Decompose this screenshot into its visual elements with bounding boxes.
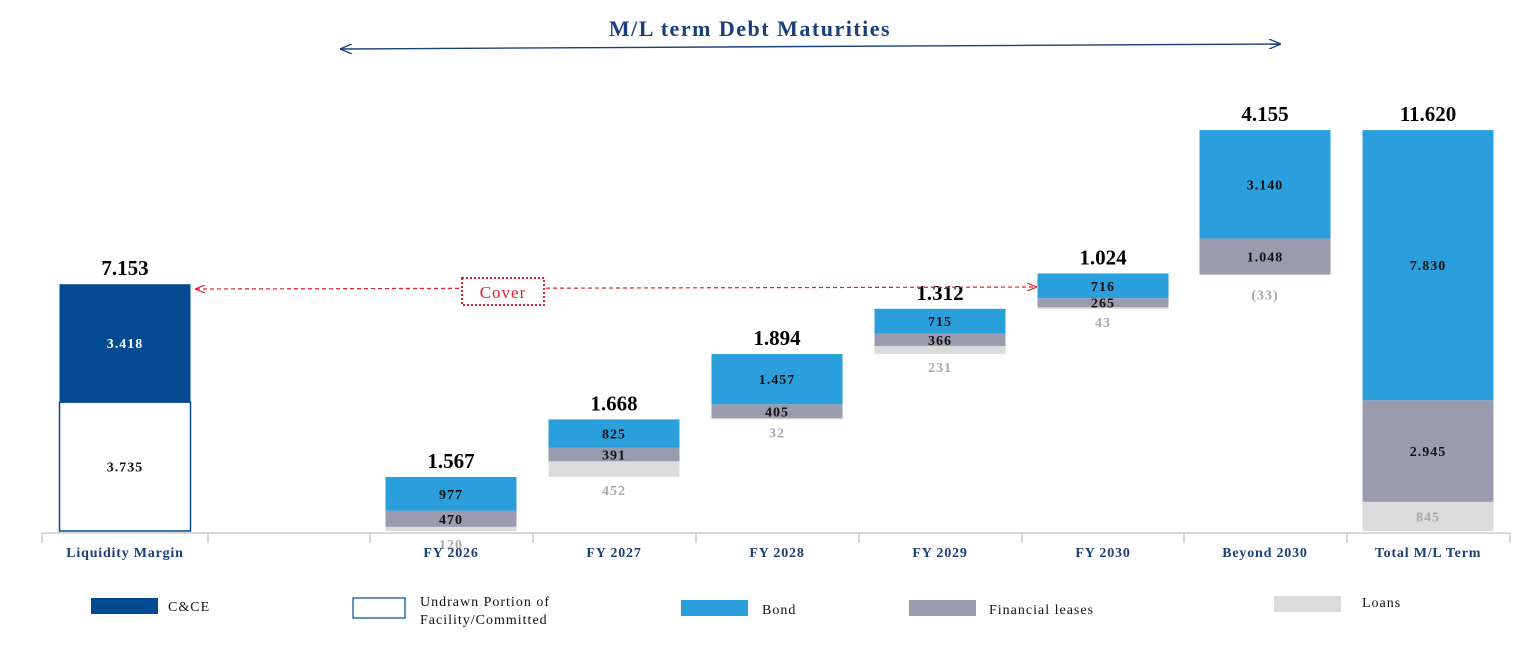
category-label-fy-2026: FY 2026 xyxy=(423,546,478,561)
legend-swatch-c-ce xyxy=(91,598,158,614)
legend-swatch-loans xyxy=(1274,596,1341,612)
legend-swatch-financial-leases xyxy=(909,600,976,616)
bar-fy-2029-bond xyxy=(874,308,1006,334)
category-label-beyond-2030: Beyond 2030 xyxy=(1222,546,1307,561)
value-label-total-m-l-term-leases: 2.945 xyxy=(1410,445,1447,460)
bar-fy-2029-loans xyxy=(874,346,1006,355)
value-label-liquidity-margin-undrawn: 3.735 xyxy=(107,461,144,476)
value-label-beyond-2030-loans: (33) xyxy=(1251,288,1278,303)
bar-fy-2027-loans xyxy=(548,461,680,477)
legend-label-bond: Bond xyxy=(762,603,796,618)
bar-liquidity-margin-undrawn xyxy=(58,401,192,532)
value-label-total-m-l-term-loans: 845 xyxy=(1416,510,1440,525)
value-label-fy-2026-loans: 120 xyxy=(439,538,463,553)
value-label-fy-2030-leases: 265 xyxy=(1091,297,1115,312)
category-axis: Liquidity Margin FY 2026 FY 2027 FY 2028 FY … xyxy=(41,532,1511,561)
total-label-liquidity-margin: 7.153 xyxy=(101,256,148,280)
bar-fy-2028-leases xyxy=(711,404,843,419)
cover-label-box xyxy=(461,277,545,306)
value-label-fy-2029-loans: 231 xyxy=(928,361,952,376)
cover-label: Cover xyxy=(480,283,527,302)
value-label-fy-2029-bond: 715 xyxy=(928,315,952,330)
total-label-fy-2026: 1.567 xyxy=(427,449,474,473)
bar-fy-2026-leases xyxy=(385,510,517,527)
bar-fy-2030-leases xyxy=(1037,298,1169,308)
category-label-fy-2029: FY 2029 xyxy=(912,546,967,561)
category-label-fy-2027: FY 2027 xyxy=(586,546,641,561)
value-label-fy-2027-bond: 825 xyxy=(602,428,626,443)
bar-fy-2029-leases xyxy=(874,333,1006,347)
bar-beyond-2030-leases xyxy=(1199,238,1331,275)
total-label-beyond-2030: 4.155 xyxy=(1241,102,1288,126)
value-label-fy-2026-leases: 470 xyxy=(439,513,463,528)
category-label-fy-2030: FY 2030 xyxy=(1075,546,1130,561)
value-label-fy-2026-bond: 977 xyxy=(439,488,463,503)
legend-label-undrawn-portion-of-facility-committed: Undrawn Portion of Facility/Committed xyxy=(420,595,550,628)
bar-beyond-2030-bond xyxy=(1199,130,1331,239)
bars-layer xyxy=(58,130,1494,532)
bar-liquidity-margin-cce xyxy=(59,284,191,403)
bar-total-m-l-term-bond xyxy=(1362,130,1494,401)
value-label-fy-2028-loans: 32 xyxy=(769,426,785,441)
bar-fy-2030-bond xyxy=(1037,273,1169,299)
legend-label-c-ce: C&CE xyxy=(168,600,210,615)
value-label-fy-2028-leases: 405 xyxy=(765,405,789,420)
bar-total-m-l-term-leases xyxy=(1362,400,1494,502)
category-label-liquidity-margin: Liquidity Margin xyxy=(66,546,183,561)
category-label-fy-2028: FY 2028 xyxy=(749,546,804,561)
legend: C&CE Undrawn Portion of Facility/Committed… xyxy=(91,595,1401,628)
chart-title: M/L term Debt Maturities xyxy=(609,16,891,41)
bar-fy-2026-bond xyxy=(385,476,517,511)
total-label-total-m-l-term: 11.620 xyxy=(1400,102,1457,126)
value-label-fy-2028-bond: 1.457 xyxy=(759,373,796,388)
value-label-fy-2029-leases: 366 xyxy=(928,334,952,349)
bar-fy-2028-loans xyxy=(711,418,843,420)
bar-fy-2026-loans xyxy=(385,526,517,531)
total-label-fy-2027: 1.668 xyxy=(590,391,637,415)
bar-fy-2028-bond xyxy=(711,354,843,405)
maturity-span-arrow xyxy=(341,44,1280,49)
value-label-beyond-2030-bond: 3.140 xyxy=(1247,178,1284,193)
legend-label-financial-leases: Financial leases xyxy=(989,603,1094,618)
category-label-total-m-l-term: Total M/L Term xyxy=(1375,546,1481,561)
value-label-fy-2027-leases: 391 xyxy=(602,449,626,464)
legend-label-loans: Loans xyxy=(1362,596,1401,611)
value-label-fy-2030-loans: 43 xyxy=(1095,316,1111,331)
bar-fy-2030-loans xyxy=(1037,307,1169,309)
bar-total-m-l-term-loans xyxy=(1362,501,1494,531)
bar-fy-2027-bond xyxy=(548,419,680,448)
legend-swatch-undrawn-portion-of-facility-committed xyxy=(352,597,406,619)
value-label-beyond-2030-leases: 1.048 xyxy=(1247,251,1284,266)
total-label-fy-2028: 1.894 xyxy=(753,326,801,350)
total-label-fy-2030: 1.024 xyxy=(1079,245,1127,269)
value-label-fy-2027-loans: 452 xyxy=(602,484,626,499)
value-label-liquidity-margin-cce: 3.418 xyxy=(107,337,144,352)
legend-swatch-bond xyxy=(681,600,748,616)
bar-fy-2027-leases xyxy=(548,447,680,462)
value-label-fy-2030-bond: 716 xyxy=(1091,280,1115,295)
cover-arrow xyxy=(196,287,1036,289)
value-label-total-m-l-term-bond: 7.830 xyxy=(1410,259,1447,274)
total-label-fy-2029: 1.312 xyxy=(916,281,963,305)
